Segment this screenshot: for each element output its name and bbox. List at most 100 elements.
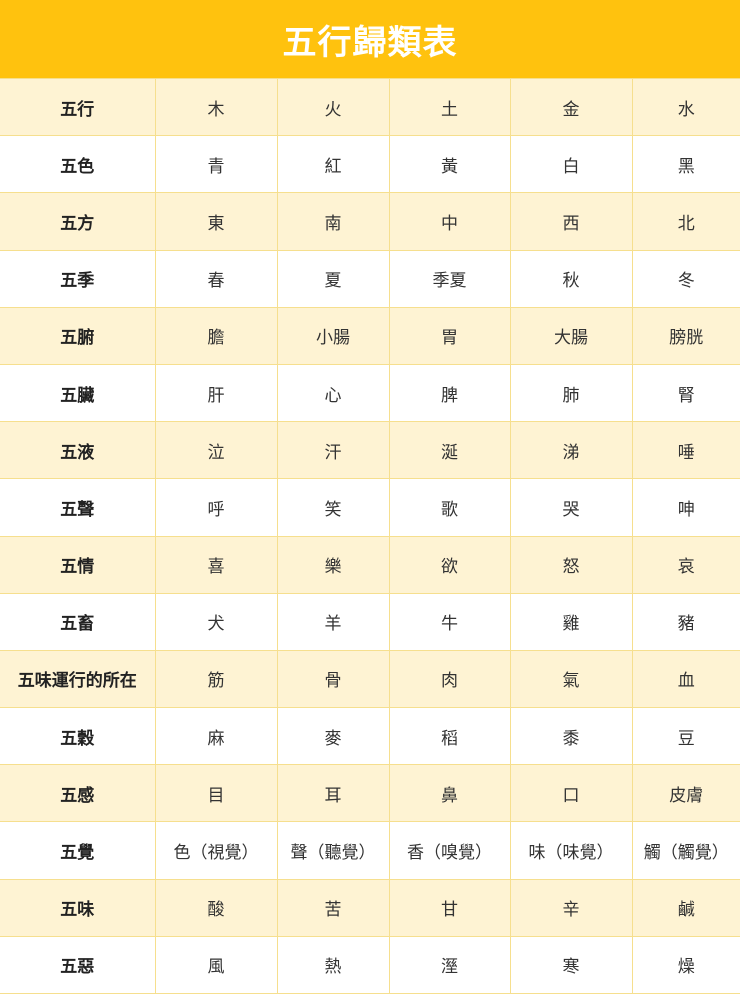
table-cell: 鼻 xyxy=(388,764,511,823)
table-cell: 膽 xyxy=(154,306,278,365)
table-cell: 小腸 xyxy=(276,306,390,365)
table-cell: 肺 xyxy=(509,363,633,423)
table-row: 五色青紅黃白黑 xyxy=(0,135,740,194)
table-cell: 胃 xyxy=(388,306,511,365)
table-cell: 寒 xyxy=(509,935,633,994)
table-cell: 香（嗅覺） xyxy=(388,821,511,880)
table-cell: 汗 xyxy=(276,421,390,480)
table-cell: 溼 xyxy=(388,935,511,994)
table-cell: 哭 xyxy=(509,478,633,537)
five-elements-table: 五行木火土金水五色青紅黃白黑五方東南中西北五季春夏季夏秋冬五腑膽小腸胃大腸 膀胱五… xyxy=(0,77,740,994)
row-label: 五行 xyxy=(0,77,156,137)
table-cell: 欲 xyxy=(388,535,511,594)
row-label: 五腑 xyxy=(0,306,156,365)
table-cell: 呻 xyxy=(631,478,740,537)
table-cell: 豬 xyxy=(631,592,740,651)
table-body: 五行木火土金水五色青紅黃白黑五方東南中西北五季春夏季夏秋冬五腑膽小腸胃大腸 膀胱五… xyxy=(0,77,740,994)
table-cell: 秋 xyxy=(509,249,633,308)
table-cell: 肝 xyxy=(154,363,278,423)
table-cell: 白 xyxy=(509,135,633,194)
table-cell: 血 xyxy=(631,649,740,709)
table-cell: 雞 xyxy=(509,592,633,651)
table-cell: 酸 xyxy=(154,878,278,937)
row-label: 五穀 xyxy=(0,707,156,766)
row-label: 五味運行的所在 xyxy=(0,649,156,709)
table-cell: 冬 xyxy=(631,249,740,308)
row-label: 五味 xyxy=(0,878,156,937)
table-row: 五感目耳鼻口皮膚 xyxy=(0,764,740,823)
table-cell: 色（視覺） xyxy=(154,821,278,880)
table-cell: 辛 xyxy=(509,878,633,937)
table-row: 五季春夏季夏秋冬 xyxy=(0,249,740,308)
table-cell: 西 xyxy=(509,192,633,251)
table-cell: 樂 xyxy=(276,535,390,594)
table-cell: 紅 xyxy=(276,135,390,194)
table-cell: 春 xyxy=(154,249,278,308)
table-cell: 腎 xyxy=(631,363,740,423)
table-cell: 麥 xyxy=(276,707,390,766)
table-cell: 歌 xyxy=(388,478,511,537)
table-cell: 鹹 xyxy=(631,878,740,937)
table-cell: 筋 xyxy=(154,649,278,709)
table-cell: 麻 xyxy=(154,707,278,766)
table-cell: 心 xyxy=(276,363,390,423)
table-cell: 燥 xyxy=(631,935,740,994)
table-row: 五腑膽小腸胃大腸 膀胱 xyxy=(0,306,740,365)
table-cell: 水 xyxy=(631,77,740,137)
table-cell: 笑 xyxy=(276,478,390,537)
row-label: 五聲 xyxy=(0,478,156,537)
table-cell: 骨 xyxy=(276,649,390,709)
table-cell: 北 xyxy=(631,192,740,251)
table-row: 五液泣汗涎涕唾 xyxy=(0,421,740,480)
table-row: 五臟肝心脾肺腎 xyxy=(0,363,740,423)
table-cell: 聲（聽覺） xyxy=(276,821,390,880)
table-cell: 肉 xyxy=(388,649,511,709)
table-cell: 土 xyxy=(388,77,511,137)
table-row: 五味運行的所在筋骨肉氣血 xyxy=(0,649,740,709)
table-cell: 羊 xyxy=(276,592,390,651)
table-cell: 泣 xyxy=(154,421,278,480)
table-cell: 稻 xyxy=(388,707,511,766)
table-cell: 金 xyxy=(509,77,633,137)
table-cell: 唾 xyxy=(631,421,740,480)
table-row: 五畜犬羊牛雞豬 xyxy=(0,592,740,651)
row-label: 五臟 xyxy=(0,363,156,423)
table-cell: 皮膚 xyxy=(631,764,740,823)
table-row: 五味酸苦甘辛鹹 xyxy=(0,878,740,937)
table-cell: 脾 xyxy=(388,363,511,423)
table-cell: 呼 xyxy=(154,478,278,537)
table-cell: 觸（觸覺） xyxy=(631,821,740,880)
table-row: 五覺 色（視覺） 聲（聽覺） 香（嗅覺） 味（味覺） 觸（觸覺） xyxy=(0,821,740,880)
table-cell: 風 xyxy=(154,935,278,994)
table-cell: 苦 xyxy=(276,878,390,937)
table-cell: 東 xyxy=(154,192,278,251)
table-cell: 豆 xyxy=(631,707,740,766)
table-cell: 怒 xyxy=(509,535,633,594)
table-row: 五穀麻麥稻黍豆 xyxy=(0,707,740,766)
table-cell: 牛 xyxy=(388,592,511,651)
table-cell: 青 xyxy=(154,135,278,194)
table-cell: 季夏 xyxy=(388,249,511,308)
table-cell: 黑 xyxy=(631,135,740,194)
row-label: 五覺 xyxy=(0,821,156,880)
table-cell: 甘 xyxy=(388,878,511,937)
table-row: 五聲呼笑歌哭呻 xyxy=(0,478,740,537)
table-cell: 夏 xyxy=(276,249,390,308)
table-cell: 哀 xyxy=(631,535,740,594)
row-label: 五惡 xyxy=(0,935,156,994)
page-title: 五行歸類表 xyxy=(282,22,458,63)
table-cell: 黍 xyxy=(509,707,633,766)
table-cell: 火 xyxy=(276,77,390,137)
table-cell: 涎 xyxy=(388,421,511,480)
table-cell: 膀胱 xyxy=(631,306,740,365)
row-label: 五感 xyxy=(0,764,156,823)
row-label: 五方 xyxy=(0,192,156,251)
row-label: 五色 xyxy=(0,135,156,194)
table-row: 五惡風熱溼寒燥 xyxy=(0,935,740,994)
table-cell: 南 xyxy=(276,192,390,251)
table-cell: 目 xyxy=(154,764,278,823)
table-cell: 味（味覺） xyxy=(509,821,633,880)
table-cell: 耳 xyxy=(276,764,390,823)
table-cell: 喜 xyxy=(154,535,278,594)
table-cell: 中 xyxy=(388,192,511,251)
